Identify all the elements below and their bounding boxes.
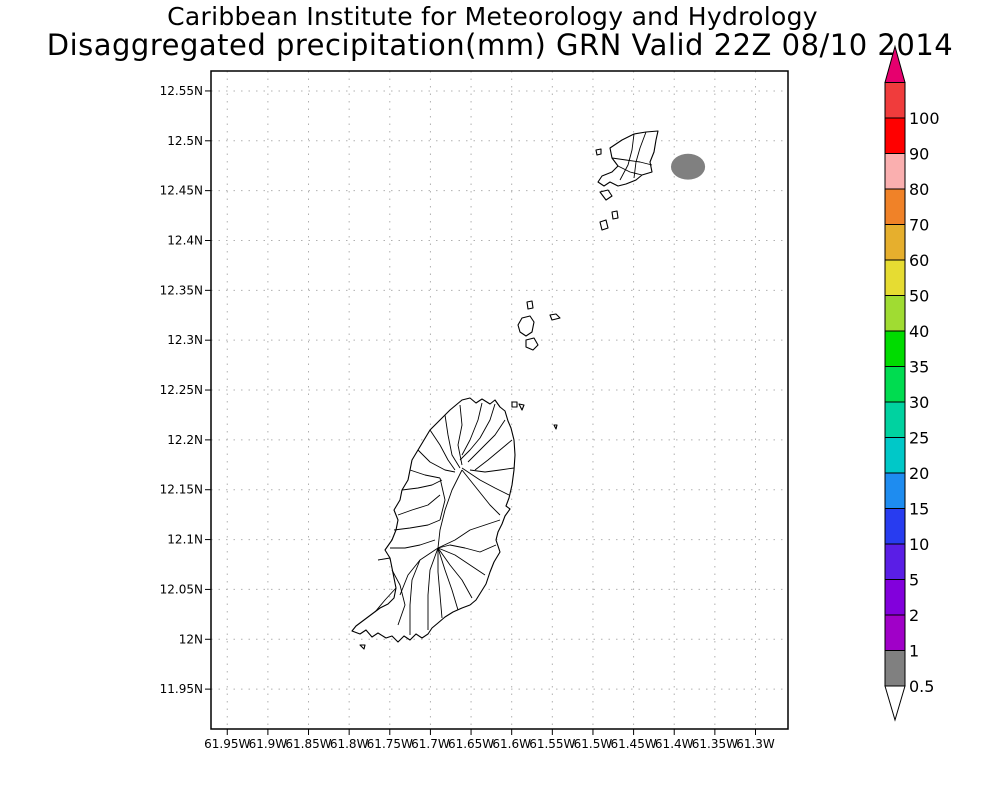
colorbar-over-triangle	[884, 44, 906, 83]
colorbar-segment	[884, 508, 906, 545]
colorbar-segment	[884, 579, 906, 616]
precipitation-layer	[670, 153, 706, 180]
islet-east-dot	[553, 424, 558, 430]
lon-tick-label: 61.4W	[655, 737, 694, 751]
islet-frigate	[611, 210, 619, 220]
lon-tick-label: 61.3W	[736, 737, 775, 751]
islet-northeast-1	[511, 401, 518, 408]
lat-tick-label: 12.35N	[160, 283, 203, 297]
colorbar-segment	[884, 437, 906, 474]
lon-tick-label: 61.85W	[285, 737, 331, 751]
lat-tick-label: 12.1N	[167, 533, 203, 547]
lat-tick-label: 12.3N	[167, 333, 203, 347]
colorbar-segment	[884, 153, 906, 190]
precip-area	[670, 153, 706, 180]
colorbar-level-label: 10	[909, 535, 929, 554]
colorbar-segment	[884, 330, 906, 367]
colorbar-segment	[884, 472, 906, 509]
lat-tick-label: 12.45N	[160, 184, 203, 198]
colorbar-level-label: 25	[909, 429, 929, 448]
lat-tick-label: 12.15N	[160, 483, 203, 497]
islet-southwest-dot	[359, 644, 366, 650]
interior-boundaries	[374, 402, 515, 635]
lon-tick-label: 61.65W	[448, 737, 494, 751]
colorbar-level-label: 50	[909, 287, 929, 306]
lat-tick-label: 12.4N	[167, 233, 203, 247]
carriacou-boundaries	[611, 131, 653, 181]
colorbar-segment	[884, 401, 906, 438]
colorbar-segment	[884, 224, 906, 261]
colorbar-level-label: 20	[909, 464, 929, 483]
colorbar-level-label: 30	[909, 393, 929, 412]
lon-tick-label: 61.5W	[574, 737, 613, 751]
colorbar-segment	[884, 188, 906, 225]
title-line-1: Caribbean Institute for Meteorology and …	[167, 2, 818, 31]
lat-tick-label: 12.55N	[160, 84, 203, 98]
colorbar-segment	[884, 82, 906, 119]
colorbar-level-label: 60	[909, 251, 929, 270]
colorbar-level-label: 35	[909, 358, 929, 377]
colorbar-segment	[884, 650, 906, 687]
lat-tick-label: 11.95N	[160, 682, 203, 696]
colorbar-level-label: 0.5	[909, 677, 934, 696]
colorbar-level-label: 40	[909, 322, 929, 341]
islet-ronde	[517, 315, 535, 337]
colorbar-segment	[884, 366, 906, 403]
islet-small-1	[526, 300, 534, 310]
grid-lines	[211, 71, 788, 729]
colorbar-segment	[884, 117, 906, 154]
colorbar-level-label: 80	[909, 180, 929, 199]
colorbar-level-label: 100	[909, 109, 940, 128]
lat-tick-label: 12.5N	[167, 134, 203, 148]
lon-tick-label: 61.35W	[692, 737, 738, 751]
islet-northeast-2	[518, 403, 525, 411]
lon-tick-label: 61.7W	[411, 737, 450, 751]
lat-tick-label: 12.2N	[167, 433, 203, 447]
carriacou-island-outline	[597, 130, 659, 187]
lat-tick-label: 12.25N	[160, 383, 203, 397]
lon-tick-label: 61.45W	[610, 737, 656, 751]
colorbar-level-label: 90	[909, 145, 929, 164]
colorbar-segment	[884, 259, 906, 296]
colorbar-under-triangle	[884, 685, 906, 722]
islet-small-2	[549, 313, 561, 321]
lon-tick-label: 61.8W	[330, 737, 369, 751]
lat-tick-label: 12N	[179, 632, 203, 646]
lon-tick-label: 61.95W	[204, 737, 250, 751]
map-frame	[210, 70, 789, 730]
colorbar-segment	[884, 543, 906, 580]
lon-tick-label: 61.75W	[367, 737, 413, 751]
islet-saline	[599, 219, 609, 231]
grenada-island-outline	[351, 397, 516, 643]
lat-tick-label: 12.05N	[160, 582, 203, 596]
colorbar-level-label: 2	[909, 606, 919, 625]
axis-ticks: 12.55N 12.5N 12.45N 12.4N 12.35N 12.3N 12.25N 1…	[160, 84, 775, 751]
islet-sandy	[595, 148, 602, 156]
colorbar-level-label: 1	[909, 642, 919, 661]
colorbar-level-label: 70	[909, 216, 929, 235]
colorbar-level-label: 5	[909, 571, 919, 590]
colorbar-segment	[884, 614, 906, 651]
title-line-2: Disaggregated precipitation(mm) GRN Vali…	[46, 28, 954, 62]
lon-tick-label: 61.6W	[492, 737, 531, 751]
colorbar-segment	[884, 295, 906, 332]
lon-tick-label: 61.9W	[249, 737, 288, 751]
islet-caille	[525, 337, 539, 351]
coastline-layer	[351, 130, 659, 650]
lon-tick-label: 61.55W	[529, 737, 575, 751]
colorbar-level-label: 15	[909, 500, 929, 519]
islet-petite-martinique	[599, 189, 613, 201]
